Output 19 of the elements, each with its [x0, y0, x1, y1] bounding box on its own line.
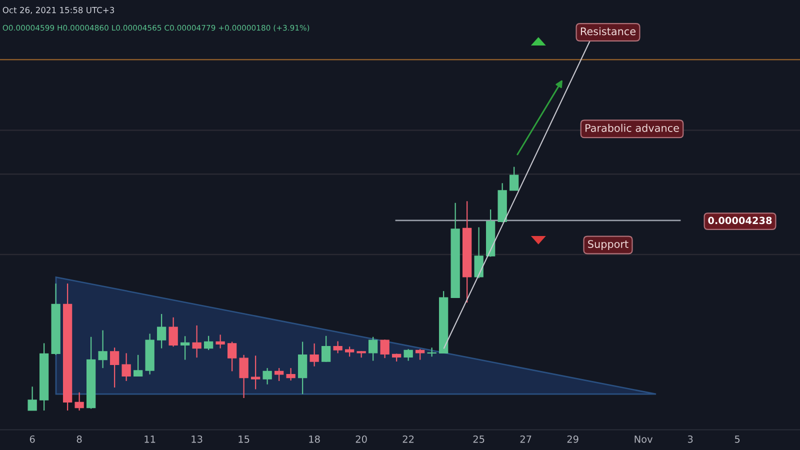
x-tick-label: 15 [238, 436, 250, 443]
x-tick-label: 20 [356, 435, 367, 443]
x-tick-label: 5 [734, 436, 740, 443]
x-tick-label: 22 [402, 435, 414, 443]
x-tick-label: 18 [309, 435, 320, 443]
x-tick-label: 8 [76, 435, 82, 443]
x-tick-label: 3 [688, 435, 693, 443]
chart-title: Oct 26, 2021 15:58 UTC+3 [2, 6, 114, 14]
x-tick-label: Nov [634, 436, 653, 443]
x-tick-label: 13 [192, 435, 202, 443]
x-tick-label: 29 [567, 435, 578, 443]
text: Parabolic advance [586, 124, 679, 132]
x-tick-label: 6 [30, 435, 35, 443]
x-tick-label: 11 [144, 436, 156, 443]
annotation: 0.00004238 [708, 216, 772, 224]
x-tick-label: 25 [473, 435, 484, 443]
x-tick-label: 27 [520, 435, 532, 443]
text: Resistance [580, 27, 636, 36]
annotation: Support [588, 240, 628, 250]
